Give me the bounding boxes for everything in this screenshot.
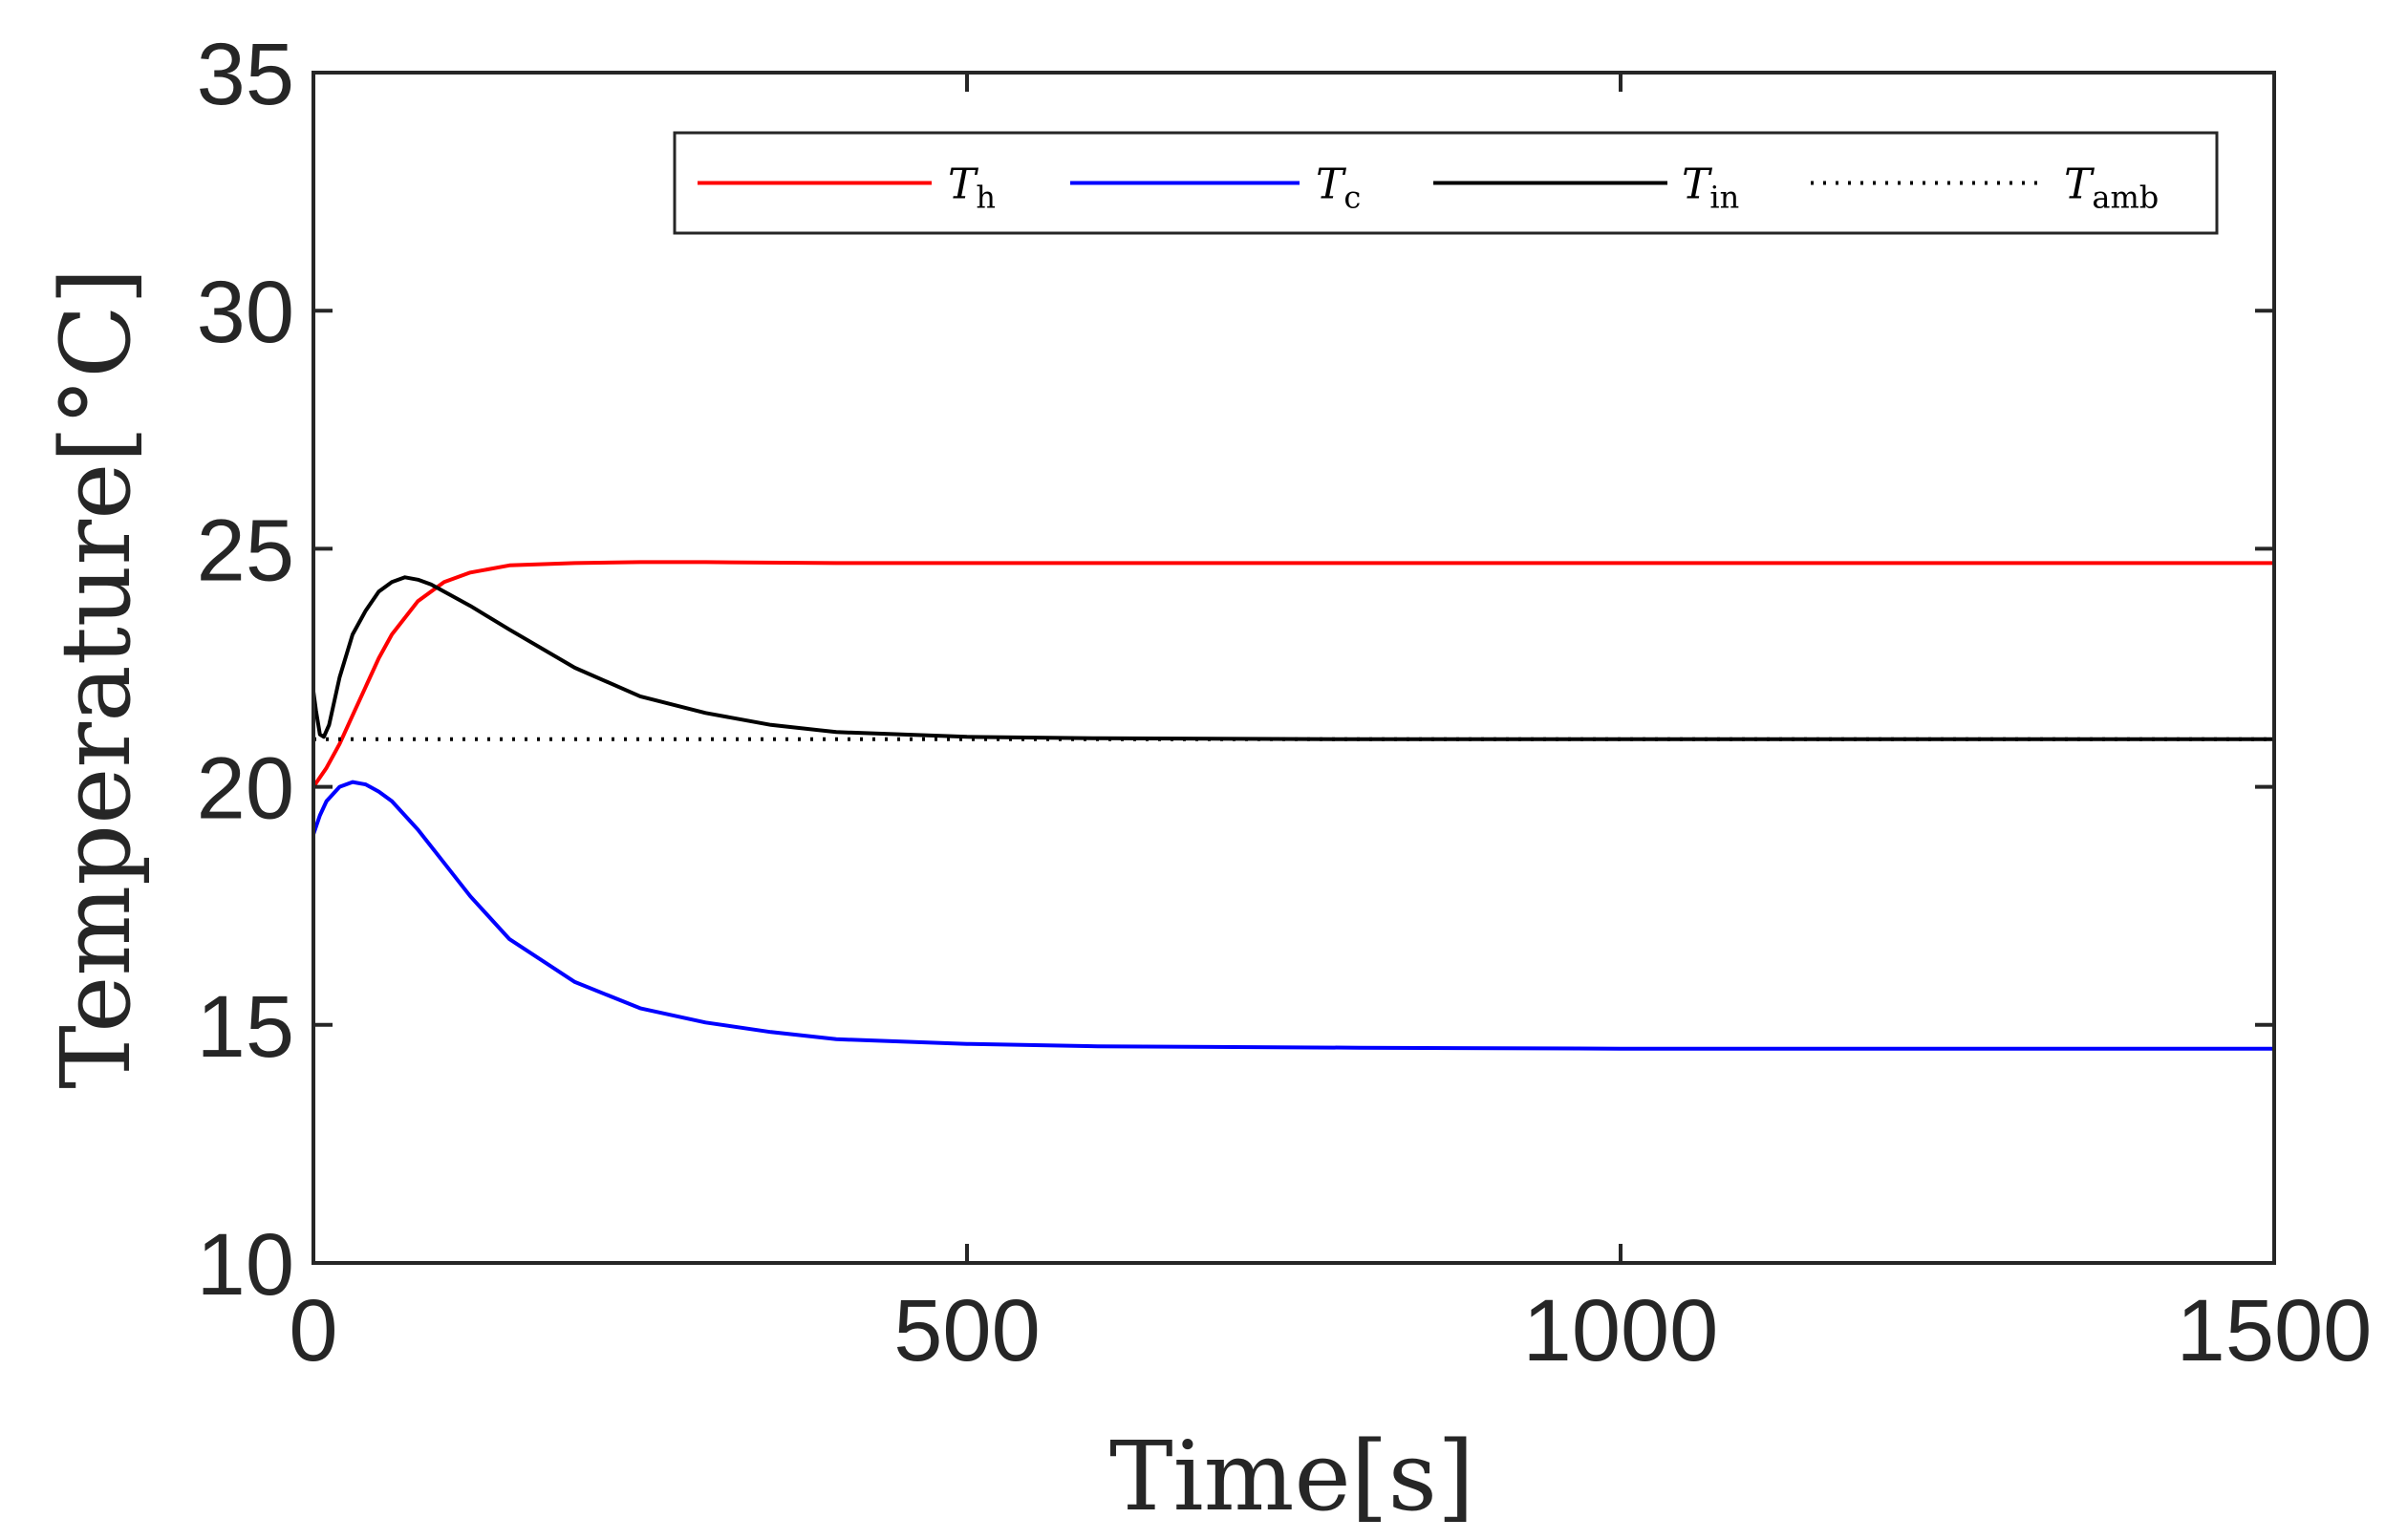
x-axis-title: Time[s]: [1109, 1421, 1474, 1532]
x-tick-label: 1500: [2177, 1282, 2373, 1380]
series-line-t-c: [312, 780, 2274, 1051]
legend-label-t-h: Th: [948, 160, 996, 216]
legend-label-t-in: Tin: [1682, 160, 1739, 216]
y-tick-label: 20: [197, 740, 294, 838]
y-tick-label: 30: [197, 264, 294, 361]
y-axis-title: Temperature[°C]: [40, 267, 152, 1089]
y-tick-label: 35: [197, 26, 294, 123]
legend-label-t-amb: Tamb: [2064, 160, 2159, 216]
x-tick-label: 0: [289, 1282, 337, 1380]
legend: Th Tc Tin Tamb: [673, 131, 2219, 235]
plot-background: [313, 73, 2274, 1263]
y-tick-label: 10: [197, 1216, 294, 1314]
y-tick-label: 25: [197, 502, 294, 599]
series-line-t-in: [312, 575, 2274, 741]
x-tick-label: 1000: [1523, 1282, 1719, 1380]
legend-label-t-c: Tc: [1316, 160, 1361, 216]
plot-area: [313, 73, 2274, 1263]
series-line-t-h: [312, 560, 2274, 788]
axes-box: [312, 71, 2276, 1265]
x-tick-label: 500: [893, 1282, 1041, 1380]
y-tick-label: 15: [197, 978, 294, 1076]
series-layer: [312, 560, 2274, 1051]
axes-layer: 0 500 1000 1500 10 15 20 25 30 35: [197, 26, 2373, 1380]
